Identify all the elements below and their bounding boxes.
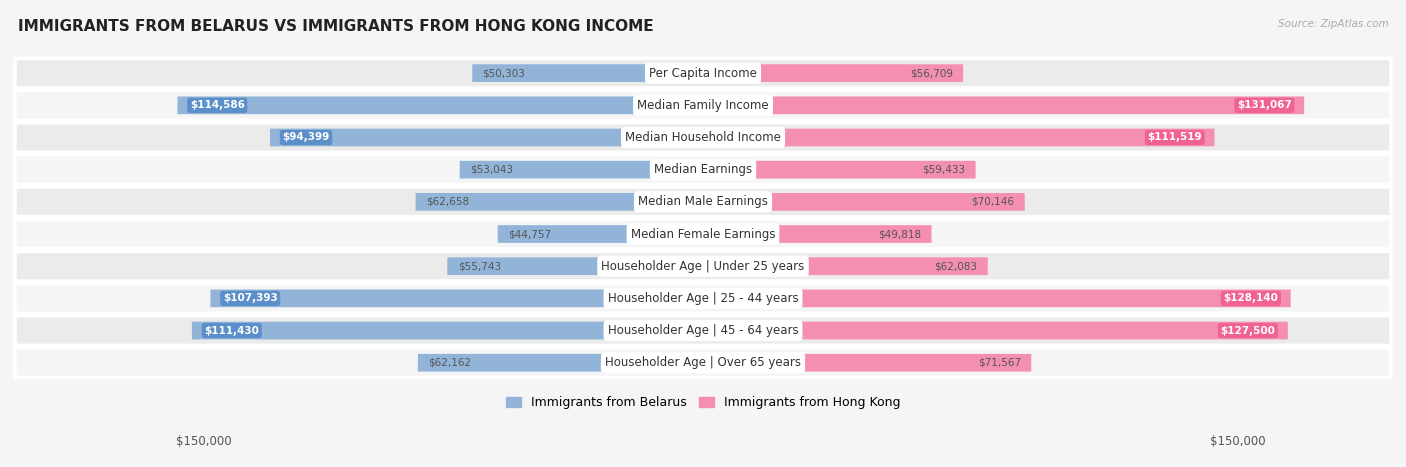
Text: Householder Age | Over 65 years: Householder Age | Over 65 years	[605, 356, 801, 369]
FancyBboxPatch shape	[15, 187, 1391, 217]
FancyBboxPatch shape	[460, 161, 703, 178]
FancyBboxPatch shape	[703, 257, 988, 275]
FancyBboxPatch shape	[15, 58, 1391, 88]
Text: $62,162: $62,162	[429, 358, 471, 368]
FancyBboxPatch shape	[703, 64, 963, 82]
Text: $111,519: $111,519	[1147, 133, 1202, 142]
FancyBboxPatch shape	[416, 193, 703, 211]
Text: $44,757: $44,757	[508, 229, 551, 239]
FancyBboxPatch shape	[498, 225, 703, 243]
FancyBboxPatch shape	[191, 322, 703, 340]
Text: $128,140: $128,140	[1223, 293, 1278, 304]
Text: $94,399: $94,399	[283, 133, 329, 142]
Text: $62,083: $62,083	[935, 261, 977, 271]
FancyBboxPatch shape	[15, 155, 1391, 184]
Text: $62,658: $62,658	[426, 197, 470, 207]
FancyBboxPatch shape	[418, 354, 703, 372]
Text: Householder Age | Under 25 years: Householder Age | Under 25 years	[602, 260, 804, 273]
Text: Median Household Income: Median Household Income	[626, 131, 780, 144]
Text: Median Female Earnings: Median Female Earnings	[631, 227, 775, 241]
FancyBboxPatch shape	[703, 354, 1031, 372]
FancyBboxPatch shape	[270, 128, 703, 146]
FancyBboxPatch shape	[15, 123, 1391, 152]
FancyBboxPatch shape	[15, 316, 1391, 346]
Text: Median Family Income: Median Family Income	[637, 99, 769, 112]
Text: Householder Age | 45 - 64 years: Householder Age | 45 - 64 years	[607, 324, 799, 337]
FancyBboxPatch shape	[703, 225, 932, 243]
Text: $107,393: $107,393	[222, 293, 277, 304]
Text: $150,000: $150,000	[1209, 435, 1265, 448]
Text: Median Male Earnings: Median Male Earnings	[638, 195, 768, 208]
FancyBboxPatch shape	[703, 128, 1215, 146]
FancyBboxPatch shape	[15, 91, 1391, 120]
Text: Per Capita Income: Per Capita Income	[650, 67, 756, 79]
Text: Median Earnings: Median Earnings	[654, 163, 752, 176]
FancyBboxPatch shape	[15, 219, 1391, 249]
FancyBboxPatch shape	[703, 97, 1305, 114]
Text: $53,043: $53,043	[470, 165, 513, 175]
Legend: Immigrants from Belarus, Immigrants from Hong Kong: Immigrants from Belarus, Immigrants from…	[501, 391, 905, 414]
FancyBboxPatch shape	[211, 290, 703, 307]
FancyBboxPatch shape	[472, 64, 703, 82]
FancyBboxPatch shape	[15, 283, 1391, 313]
Text: $71,567: $71,567	[977, 358, 1021, 368]
Text: $114,586: $114,586	[190, 100, 245, 110]
Text: $55,743: $55,743	[457, 261, 501, 271]
Text: $59,433: $59,433	[922, 165, 966, 175]
FancyBboxPatch shape	[447, 257, 703, 275]
Text: IMMIGRANTS FROM BELARUS VS IMMIGRANTS FROM HONG KONG INCOME: IMMIGRANTS FROM BELARUS VS IMMIGRANTS FR…	[18, 19, 654, 34]
FancyBboxPatch shape	[177, 97, 703, 114]
Text: $49,818: $49,818	[879, 229, 921, 239]
Text: Householder Age | 25 - 44 years: Householder Age | 25 - 44 years	[607, 292, 799, 305]
Text: Source: ZipAtlas.com: Source: ZipAtlas.com	[1278, 19, 1389, 28]
Text: $56,709: $56,709	[910, 68, 953, 78]
Text: $127,500: $127,500	[1220, 325, 1275, 336]
FancyBboxPatch shape	[15, 348, 1391, 377]
Text: $150,000: $150,000	[176, 435, 232, 448]
FancyBboxPatch shape	[15, 251, 1391, 281]
Text: $70,146: $70,146	[972, 197, 1014, 207]
Text: $131,067: $131,067	[1237, 100, 1292, 110]
FancyBboxPatch shape	[703, 322, 1288, 340]
FancyBboxPatch shape	[703, 193, 1025, 211]
FancyBboxPatch shape	[703, 290, 1291, 307]
Text: $111,430: $111,430	[204, 325, 259, 336]
FancyBboxPatch shape	[703, 161, 976, 178]
Text: $50,303: $50,303	[482, 68, 526, 78]
